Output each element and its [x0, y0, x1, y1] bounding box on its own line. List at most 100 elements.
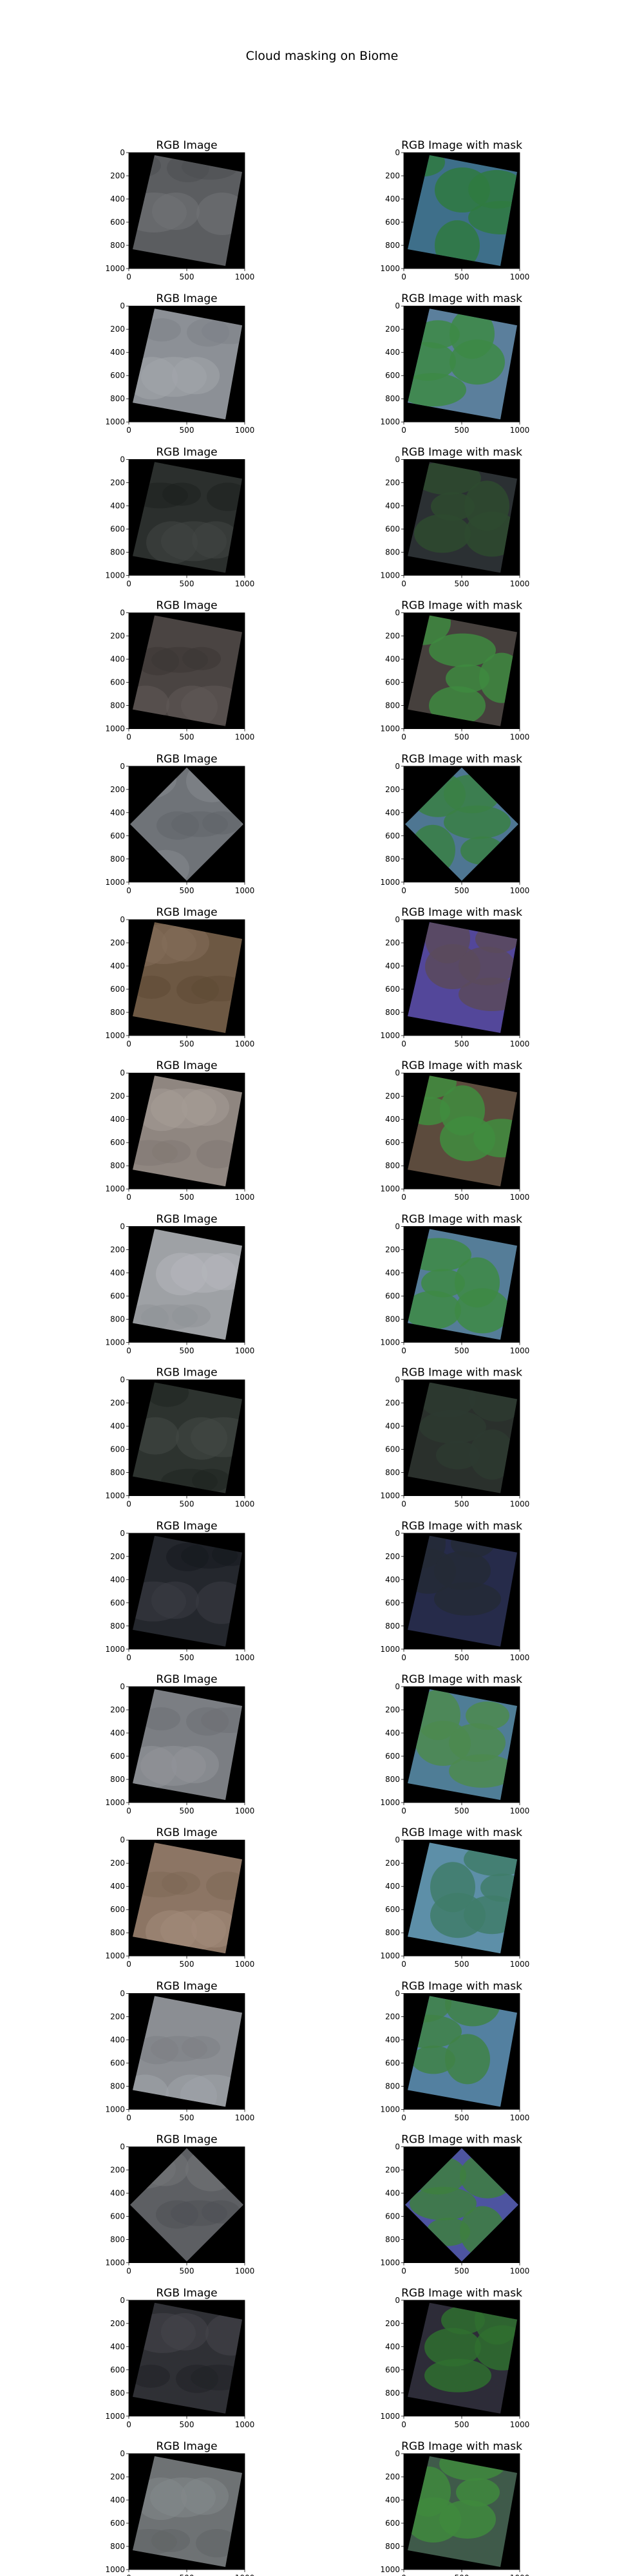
- y-tick-label: 800: [110, 701, 125, 710]
- y-tick-label: 200: [110, 1552, 125, 1561]
- y-tick-label: 800: [110, 1008, 125, 1017]
- y-tick-label: 800: [385, 701, 400, 710]
- x-tick-label: 500: [180, 2267, 194, 2276]
- y-tick-label: 400: [385, 1422, 400, 1431]
- x-tick-label: 0: [401, 2113, 406, 2122]
- y-tick-label: 1000: [380, 2565, 400, 2574]
- y-tick-label: 1000: [380, 1951, 400, 1960]
- y-tick-label: 400: [385, 1268, 400, 1277]
- y-tick-label: 600: [385, 985, 400, 994]
- x-tick-label: 0: [401, 886, 406, 895]
- satellite-scene: [133, 1689, 242, 1800]
- rgb-mask-title: RGB Image with mask: [401, 2287, 522, 2300]
- y-tick-label: 1000: [105, 878, 125, 887]
- rgb-mask-title: RGB Image with mask: [401, 1980, 522, 1993]
- y-tick-label: 600: [110, 2365, 125, 2374]
- x-tick-label: 0: [126, 272, 131, 281]
- y-tick-label: 400: [385, 2189, 400, 2198]
- y-tick-label: 0: [120, 1376, 125, 1385]
- x-tick-label: 1000: [235, 2113, 255, 2122]
- y-tick-label: 400: [110, 194, 125, 204]
- y-tick-label: 0: [120, 2143, 125, 2152]
- x-tick-label: 0: [126, 1039, 131, 1048]
- y-tick-label: 600: [385, 1905, 400, 1914]
- y-tick-label: 0: [120, 1989, 125, 1998]
- y-tick-label: 800: [385, 1622, 400, 1631]
- x-tick-label: 1000: [235, 579, 255, 588]
- y-tick-label: 400: [110, 1575, 125, 1584]
- y-tick-label: 1000: [105, 571, 125, 580]
- y-tick-label: 0: [120, 915, 125, 924]
- y-tick-label: 600: [385, 371, 400, 380]
- y-tick-label: 1000: [380, 2412, 400, 2421]
- x-tick-label: 500: [455, 1346, 469, 1355]
- y-tick-label: 400: [110, 655, 125, 664]
- x-tick-label: 0: [401, 1346, 406, 1355]
- y-tick-label: 400: [110, 501, 125, 510]
- rgb-mask-title: RGB Image with mask: [401, 1673, 522, 1686]
- y-tick-label: 600: [385, 1752, 400, 1761]
- y-tick-label: 200: [385, 1705, 400, 1714]
- x-tick-label: 0: [126, 2113, 131, 2122]
- y-tick-label: 0: [395, 915, 400, 924]
- axes-frame: [403, 1226, 520, 1343]
- x-tick-label: 0: [126, 2420, 131, 2429]
- x-tick-label: 500: [180, 1346, 194, 1355]
- y-tick-label: 600: [110, 2519, 125, 2528]
- y-tick-label: 1000: [380, 264, 400, 273]
- rgb-mask-title: RGB Image with mask: [401, 2440, 522, 2453]
- y-tick-label: 0: [395, 762, 400, 771]
- y-tick-label: 400: [385, 348, 400, 357]
- y-tick-label: 200: [110, 1092, 125, 1101]
- x-tick-label: 0: [126, 2267, 131, 2276]
- y-tick-label: 600: [110, 1138, 125, 1147]
- rgb-image-title: RGB Image: [156, 1213, 217, 1226]
- y-tick-label: 0: [120, 1682, 125, 1691]
- y-tick-label: 400: [385, 655, 400, 664]
- y-tick-label: 800: [385, 1928, 400, 1937]
- x-tick-label: 0: [126, 1653, 131, 1662]
- x-tick-label: 500: [180, 1500, 194, 1509]
- x-tick-label: 500: [180, 1806, 194, 1815]
- x-tick-label: 1000: [235, 1346, 255, 1355]
- y-tick-label: 200: [385, 2472, 400, 2481]
- y-tick-label: 1000: [105, 1031, 125, 1040]
- y-tick-label: 200: [385, 632, 400, 641]
- satellite-scene: [133, 462, 242, 573]
- x-tick-label: 0: [126, 1500, 131, 1509]
- satellite-scene: [408, 2456, 517, 2567]
- rgb-image-title: RGB Image: [156, 1673, 217, 1686]
- x-tick-label: 0: [401, 1960, 406, 1969]
- x-tick-label: 0: [126, 1806, 131, 1815]
- y-tick-label: 1000: [105, 2259, 125, 2268]
- x-tick-label: 500: [180, 2420, 194, 2429]
- figure-title: Cloud masking on Biome: [245, 49, 399, 63]
- x-tick-label: 500: [455, 1500, 469, 1509]
- y-tick-label: 200: [110, 2472, 125, 2481]
- rgb-mask-panel: RGB Image with mask020040060080010000500…: [380, 2440, 529, 2576]
- y-tick-label: 400: [110, 808, 125, 817]
- y-tick-label: 400: [110, 1268, 125, 1277]
- rgb-image-title: RGB Image: [156, 1059, 217, 1072]
- y-tick-label: 0: [395, 1222, 400, 1231]
- y-tick-label: 600: [385, 831, 400, 840]
- rgb-mask-title: RGB Image with mask: [401, 446, 522, 459]
- satellite-scene: [408, 1382, 517, 1493]
- y-tick-label: 600: [385, 1445, 400, 1454]
- x-tick-label: 500: [180, 733, 194, 742]
- x-tick-label: 0: [401, 733, 406, 742]
- y-tick-label: 400: [385, 1882, 400, 1891]
- y-tick-label: 200: [385, 938, 400, 947]
- x-tick-label: 500: [455, 2420, 469, 2429]
- y-tick-label: 200: [385, 785, 400, 794]
- x-tick-label: 500: [180, 1193, 194, 1202]
- x-tick-label: 1000: [510, 1653, 530, 1662]
- axes-frame: [128, 1226, 245, 1343]
- rgb-image-title: RGB Image: [156, 139, 217, 152]
- x-tick-label: 500: [455, 1039, 469, 1048]
- y-tick-label: 1000: [105, 2105, 125, 2114]
- y-tick-label: 400: [385, 2342, 400, 2351]
